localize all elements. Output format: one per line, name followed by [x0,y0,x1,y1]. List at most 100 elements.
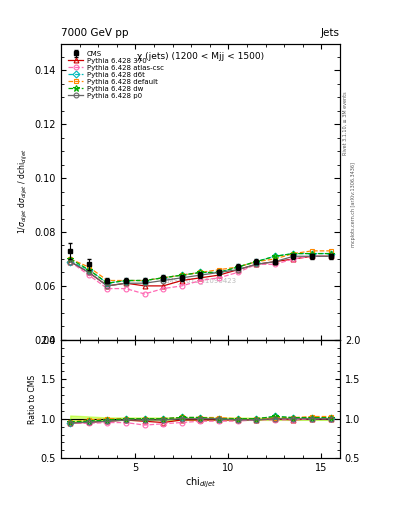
X-axis label: chi$_{dijet}$: chi$_{dijet}$ [185,476,216,490]
Pythia 6.428 default [235,264,240,270]
Text: χ (jets) (1200 < Mjj < 1500): χ (jets) (1200 < Mjj < 1500) [137,52,264,61]
Pythia 6.428 p0 [272,259,277,265]
Pythia 6.428 atlas-csc [328,253,333,260]
Line: Pythia 6.428 370: Pythia 6.428 370 [68,254,333,288]
Line: Pythia 6.428 d6t: Pythia 6.428 d6t [68,251,333,286]
Pythia 6.428 dw [161,275,165,281]
Pythia 6.428 dw [328,250,333,257]
Pythia 6.428 370 [161,283,165,289]
Pythia 6.428 dw [272,253,277,260]
Pythia 6.428 dw [86,267,91,273]
Pythia 6.428 370 [272,259,277,265]
Pythia 6.428 atlas-csc [124,286,129,292]
Pythia 6.428 370 [217,272,221,278]
Pythia 6.428 p0 [217,269,221,275]
Pythia 6.428 370 [198,275,203,281]
Pythia 6.428 p0 [310,253,314,260]
Pythia 6.428 d6t [310,250,314,257]
Pythia 6.428 370 [124,280,129,286]
Pythia 6.428 default [161,275,165,281]
Line: Pythia 6.428 dw: Pythia 6.428 dw [67,250,334,286]
Pythia 6.428 p0 [180,275,184,281]
Pythia 6.428 default [254,259,259,265]
Text: mcplots.cern.ch [arXiv:1306.3436]: mcplots.cern.ch [arXiv:1306.3436] [351,162,356,247]
Pythia 6.428 dw [310,250,314,257]
Pythia 6.428 default [180,272,184,278]
Pythia 6.428 p0 [235,267,240,273]
Pythia 6.428 atlas-csc [291,256,296,262]
Line: Pythia 6.428 p0: Pythia 6.428 p0 [68,254,333,288]
Pythia 6.428 d6t [142,278,147,284]
Pythia 6.428 atlas-csc [235,269,240,275]
Pythia 6.428 atlas-csc [86,272,91,278]
Pythia 6.428 370 [68,259,73,265]
Pythia 6.428 d6t [124,278,129,284]
Pythia 6.428 atlas-csc [68,259,73,265]
Pythia 6.428 atlas-csc [142,291,147,297]
Pythia 6.428 default [105,278,110,284]
Pythia 6.428 default [124,278,129,284]
Pythia 6.428 p0 [198,272,203,278]
Pythia 6.428 p0 [124,280,129,286]
Pythia 6.428 dw [180,272,184,278]
Pythia 6.428 d6t [180,272,184,278]
Pythia 6.428 370 [254,261,259,267]
Pythia 6.428 p0 [161,278,165,284]
Pythia 6.428 dw [291,250,296,257]
Pythia 6.428 atlas-csc [180,283,184,289]
Text: Rivet 3.1.10, ≥ 3M events: Rivet 3.1.10, ≥ 3M events [343,91,348,155]
Pythia 6.428 370 [105,283,110,289]
Pythia 6.428 370 [328,253,333,260]
Pythia 6.428 atlas-csc [161,286,165,292]
Pythia 6.428 p0 [105,283,110,289]
Pythia 6.428 default [86,264,91,270]
Line: Pythia 6.428 default: Pythia 6.428 default [68,248,333,283]
Pythia 6.428 dw [254,259,259,265]
Pythia 6.428 default [272,256,277,262]
Pythia 6.428 default [68,256,73,262]
Pythia 6.428 d6t [105,280,110,286]
Pythia 6.428 d6t [254,259,259,265]
Pythia 6.428 dw [68,256,73,262]
Text: Jets: Jets [321,28,340,38]
Y-axis label: 1/$\sigma_{dijet}$ d$\sigma_{dijet}$ / dchi$_{dijet}$: 1/$\sigma_{dijet}$ d$\sigma_{dijet}$ / d… [17,149,30,234]
Pythia 6.428 dw [198,269,203,275]
Pythia 6.428 default [310,248,314,254]
Pythia 6.428 dw [235,264,240,270]
Pythia 6.428 dw [105,280,110,286]
Pythia 6.428 atlas-csc [105,286,110,292]
Pythia 6.428 dw [124,278,129,284]
Pythia 6.428 p0 [254,261,259,267]
Pythia 6.428 p0 [328,253,333,260]
Pythia 6.428 d6t [328,250,333,257]
Text: CMS_2012_I1090423: CMS_2012_I1090423 [164,277,237,284]
Pythia 6.428 370 [310,253,314,260]
Pythia 6.428 default [142,278,147,284]
Y-axis label: Ratio to CMS: Ratio to CMS [28,374,37,423]
Pythia 6.428 dw [217,269,221,275]
Pythia 6.428 d6t [161,275,165,281]
Pythia 6.428 370 [142,283,147,289]
Text: 7000 GeV pp: 7000 GeV pp [61,28,129,38]
Pythia 6.428 d6t [272,253,277,260]
Pythia 6.428 default [291,250,296,257]
Pythia 6.428 370 [291,256,296,262]
Pythia 6.428 p0 [291,253,296,260]
Pythia 6.428 370 [235,267,240,273]
Pythia 6.428 atlas-csc [198,278,203,284]
Pythia 6.428 p0 [86,269,91,275]
Pythia 6.428 d6t [86,267,91,273]
Pythia 6.428 d6t [291,250,296,257]
Pythia 6.428 d6t [217,269,221,275]
Pythia 6.428 d6t [68,259,73,265]
Pythia 6.428 370 [86,269,91,275]
Pythia 6.428 p0 [68,259,73,265]
Pythia 6.428 atlas-csc [254,261,259,267]
Pythia 6.428 p0 [142,280,147,286]
Pythia 6.428 default [328,248,333,254]
Pythia 6.428 atlas-csc [217,275,221,281]
Legend: CMS, Pythia 6.428 370, Pythia 6.428 atlas-csc, Pythia 6.428 d6t, Pythia 6.428 de: CMS, Pythia 6.428 370, Pythia 6.428 atla… [67,50,164,100]
Pythia 6.428 370 [180,278,184,284]
Line: Pythia 6.428 atlas-csc: Pythia 6.428 atlas-csc [68,254,333,296]
Pythia 6.428 default [198,269,203,275]
